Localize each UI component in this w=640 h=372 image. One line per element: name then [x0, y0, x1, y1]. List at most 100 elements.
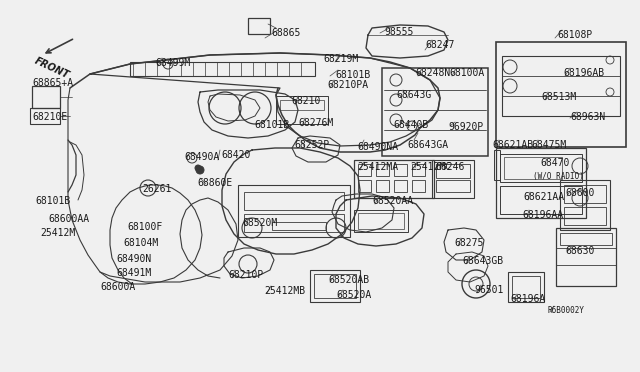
Bar — [358, 213, 404, 229]
Bar — [272, 222, 326, 230]
Bar — [376, 164, 389, 176]
Text: 68630: 68630 — [565, 246, 595, 256]
Bar — [556, 228, 616, 286]
Text: 68101B: 68101B — [254, 120, 289, 130]
Text: 68865+A: 68865+A — [32, 78, 73, 88]
Text: 68440B: 68440B — [393, 120, 428, 130]
Text: 68490N: 68490N — [116, 254, 151, 264]
Text: 68643GA: 68643GA — [407, 140, 448, 150]
Text: 68210PA: 68210PA — [327, 80, 368, 90]
Text: 68643GB: 68643GB — [462, 256, 503, 266]
Text: 25412MA: 25412MA — [357, 162, 398, 172]
Text: 68621AA: 68621AA — [523, 192, 564, 202]
Text: 26261: 26261 — [142, 184, 172, 194]
Text: 68101B: 68101B — [335, 70, 371, 80]
Bar — [564, 207, 606, 225]
Text: 68100F: 68100F — [127, 222, 163, 232]
Text: 68196A: 68196A — [510, 294, 545, 304]
Bar — [436, 180, 470, 192]
Text: 96920P: 96920P — [448, 122, 483, 132]
Bar — [412, 164, 425, 176]
Text: 68210E: 68210E — [32, 112, 67, 122]
Text: 68490A: 68490A — [184, 152, 220, 162]
Text: 68600A: 68600A — [100, 282, 135, 292]
Text: 68520M: 68520M — [242, 218, 277, 228]
Text: 68490NA: 68490NA — [357, 142, 398, 152]
Text: 68600AA: 68600AA — [48, 214, 89, 224]
Text: R6B0002Y: R6B0002Y — [547, 306, 584, 315]
Bar — [276, 96, 328, 124]
Text: 68420: 68420 — [221, 150, 250, 160]
Bar — [504, 157, 562, 179]
Text: 68865: 68865 — [271, 28, 300, 38]
Text: 68963N: 68963N — [570, 112, 605, 122]
Bar — [376, 180, 389, 192]
Bar — [496, 42, 626, 147]
Text: 68475M: 68475M — [531, 140, 566, 150]
Text: 68520AA: 68520AA — [372, 196, 413, 206]
Bar — [382, 68, 488, 156]
Text: 68520AB: 68520AB — [328, 275, 369, 285]
Bar — [512, 276, 540, 298]
Circle shape — [195, 165, 201, 171]
Text: 68643G: 68643G — [396, 90, 431, 100]
Bar — [412, 180, 425, 192]
Text: 68252P: 68252P — [294, 140, 329, 150]
Text: 68210P: 68210P — [228, 270, 263, 280]
Text: 68600: 68600 — [565, 188, 595, 198]
Text: 68196AB: 68196AB — [563, 68, 604, 78]
Circle shape — [196, 166, 204, 174]
Bar — [354, 160, 434, 198]
Bar — [394, 180, 407, 192]
Bar — [358, 180, 371, 192]
Bar — [248, 18, 270, 34]
Text: 68621AB: 68621AB — [492, 140, 533, 150]
Bar — [130, 62, 315, 76]
Text: 68101B: 68101B — [35, 196, 70, 206]
Bar — [432, 160, 474, 198]
Text: 68520A: 68520A — [336, 290, 371, 300]
Bar — [508, 272, 544, 302]
Bar — [494, 150, 500, 180]
Bar — [500, 154, 582, 182]
Text: 25412MB: 25412MB — [264, 286, 305, 296]
Bar — [394, 164, 407, 176]
Text: 68247: 68247 — [425, 40, 454, 50]
Text: (W/O RADIO): (W/O RADIO) — [533, 172, 584, 181]
Bar — [30, 108, 60, 124]
Text: 68210: 68210 — [291, 96, 321, 106]
Bar — [502, 56, 620, 116]
Text: 68100A: 68100A — [449, 68, 484, 78]
Text: 68246: 68246 — [435, 162, 465, 172]
Text: 68491M: 68491M — [116, 268, 151, 278]
Text: 68275: 68275 — [454, 238, 483, 248]
Text: 68499M: 68499M — [155, 58, 190, 68]
Bar — [564, 185, 606, 203]
Text: 25412MC: 25412MC — [410, 162, 451, 172]
Text: 68108P: 68108P — [557, 30, 592, 40]
Text: 68196AA: 68196AA — [522, 210, 563, 220]
Bar — [314, 274, 356, 298]
Text: 68104M: 68104M — [123, 238, 158, 248]
Text: 96501: 96501 — [474, 285, 504, 295]
Bar — [354, 210, 408, 232]
Bar — [436, 164, 470, 178]
Text: 68470: 68470 — [540, 158, 570, 168]
Bar — [280, 100, 324, 110]
Bar — [560, 180, 610, 230]
Text: 68276M: 68276M — [298, 118, 333, 128]
Text: 68513M: 68513M — [541, 92, 576, 102]
Bar — [32, 86, 60, 108]
Bar — [358, 164, 371, 176]
Text: 25412M: 25412M — [40, 228, 76, 238]
Text: 68248N: 68248N — [415, 68, 451, 78]
Bar — [244, 192, 344, 210]
Text: 68860E: 68860E — [197, 178, 232, 188]
Text: 68219M: 68219M — [323, 54, 358, 64]
Bar — [496, 148, 586, 218]
Bar — [244, 214, 344, 232]
Bar — [500, 186, 582, 214]
Text: 98555: 98555 — [384, 27, 413, 37]
Bar — [310, 270, 360, 302]
Text: FRONT: FRONT — [33, 56, 71, 80]
